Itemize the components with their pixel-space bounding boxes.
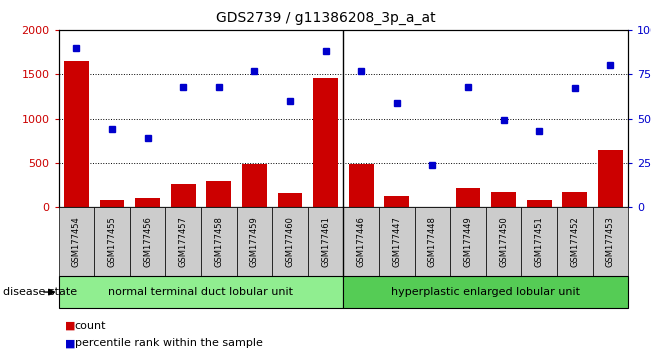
Bar	[171, 184, 196, 207]
Bar	[277, 193, 303, 207]
Bar	[349, 164, 374, 207]
Text: GSM177460: GSM177460	[286, 216, 294, 267]
Bar	[313, 78, 338, 207]
Text: disease state: disease state	[3, 287, 77, 297]
Text: count: count	[75, 321, 106, 331]
Text: GSM177461: GSM177461	[321, 216, 330, 267]
Bar	[64, 61, 89, 207]
Bar	[384, 195, 409, 207]
Bar	[598, 149, 623, 207]
Text: GSM177458: GSM177458	[214, 216, 223, 267]
Text: GSM177459: GSM177459	[250, 216, 259, 267]
Text: GSM177447: GSM177447	[393, 216, 401, 267]
Text: GSM177446: GSM177446	[357, 216, 366, 267]
Text: GSM177450: GSM177450	[499, 216, 508, 267]
Text: GSM177457: GSM177457	[178, 216, 187, 267]
Text: GSM177451: GSM177451	[534, 216, 544, 267]
Text: ■: ■	[65, 338, 76, 348]
Bar	[242, 164, 267, 207]
Text: GSM177452: GSM177452	[570, 216, 579, 267]
Text: GDS2739 / g11386208_3p_a_at: GDS2739 / g11386208_3p_a_at	[215, 11, 436, 25]
Text: normal terminal duct lobular unit: normal terminal duct lobular unit	[109, 287, 294, 297]
Bar	[456, 188, 480, 207]
Text: GSM177455: GSM177455	[107, 216, 117, 267]
Text: hyperplastic enlarged lobular unit: hyperplastic enlarged lobular unit	[391, 287, 580, 297]
Text: percentile rank within the sample: percentile rank within the sample	[75, 338, 263, 348]
Text: GSM177448: GSM177448	[428, 216, 437, 267]
Bar	[135, 198, 160, 207]
Text: GSM177454: GSM177454	[72, 216, 81, 267]
Text: GSM177449: GSM177449	[464, 216, 473, 267]
Text: GSM177453: GSM177453	[606, 216, 615, 267]
Bar	[206, 181, 231, 207]
Text: GSM177456: GSM177456	[143, 216, 152, 267]
Bar	[527, 200, 551, 207]
Bar	[491, 193, 516, 207]
Text: ■: ■	[65, 321, 76, 331]
Bar	[100, 200, 124, 207]
Bar	[562, 192, 587, 207]
